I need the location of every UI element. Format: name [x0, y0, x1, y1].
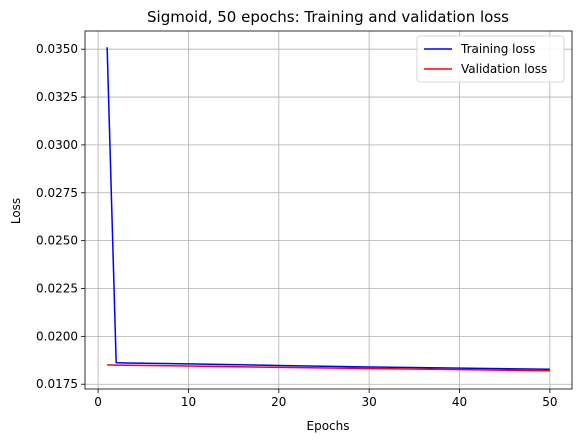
x-tick-label: 0	[94, 395, 102, 409]
x-tick-label: 30	[362, 395, 377, 409]
x-axis-label: Epochs	[307, 419, 350, 433]
plot-area: 0 10 20 30 40 50 0.0175 0.0200 0.0225 0.0250 0.027…	[36, 30, 573, 409]
series-line-training-loss	[106, 47, 550, 371]
y-tick-label: 0.0200	[36, 329, 78, 343]
series-line-validation-loss	[107, 364, 550, 372]
legend-box	[416, 35, 565, 83]
x-tick-label: 40	[452, 395, 467, 409]
y-tick-label: 0.0350	[36, 42, 78, 56]
plot-frame	[84, 30, 573, 390]
y-tick-label: 0.0300	[36, 138, 78, 152]
y-axis-label: Loss	[9, 198, 23, 224]
y-tick-label: 0.0225	[36, 281, 78, 295]
chart-title: Sigmoid, 50 epochs: Training and validat…	[147, 8, 509, 26]
x-tick-label: 20	[271, 395, 286, 409]
legend-label: Validation loss	[461, 62, 547, 76]
y-tick-label: 0.0275	[36, 186, 78, 200]
y-tick-label: 0.0175	[36, 377, 78, 391]
y-tick-label: 0.0325	[36, 90, 78, 104]
y-tick-label: 0.0250	[36, 234, 78, 248]
x-tick-label: 50	[542, 395, 557, 409]
x-tick-label: 10	[181, 395, 196, 409]
legend-label: Training loss	[460, 42, 535, 56]
